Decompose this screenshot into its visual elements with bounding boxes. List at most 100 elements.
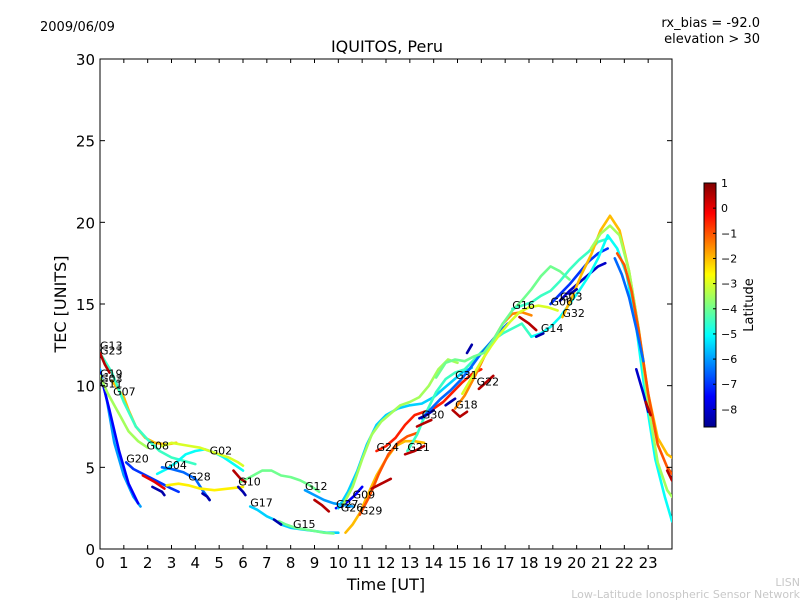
x-axis-label: Time [UT] <box>346 575 425 594</box>
tec-series-46 <box>518 315 538 332</box>
x-tick-label: 9 <box>310 554 320 572</box>
tec-series-17 <box>341 358 459 507</box>
tec-series-28 <box>558 261 607 303</box>
satellite-label-g06: G06 <box>551 296 574 309</box>
satellite-label-g29: G29 <box>360 505 383 518</box>
satellite-label-g28: G28 <box>188 470 211 483</box>
satellite-label-g09: G09 <box>353 488 376 501</box>
satellite-label-g14: G14 <box>541 322 564 335</box>
y-tick-label: 20 <box>76 214 95 232</box>
tec-series-48 <box>201 492 211 502</box>
x-tick-label: 7 <box>262 554 272 572</box>
tec-series-35 <box>644 400 652 417</box>
x-tick-label: 19 <box>543 554 562 572</box>
x-tick-label: 4 <box>191 554 201 572</box>
satellite-label-g10: G10 <box>238 475 261 488</box>
tec-series-38 <box>141 474 166 490</box>
tec-series-24 <box>460 304 559 396</box>
satellite-label-g13: G13 <box>100 340 123 353</box>
tec-series-33 <box>613 256 645 363</box>
plot-area <box>99 58 673 550</box>
colorbar-tick-label: −6 <box>721 353 737 366</box>
satellite-label-g22: G22 <box>477 376 500 389</box>
satellite-label-g23: G23 <box>100 345 123 358</box>
colorbar-tick-label: −5 <box>721 328 737 341</box>
x-tick-label: 6 <box>238 554 248 572</box>
y-tick-label: 0 <box>85 541 95 559</box>
satellite-label-g03: G03 <box>560 291 583 304</box>
tec-series-3 <box>100 374 149 450</box>
tec-series-6 <box>124 461 180 494</box>
tec-series-41 <box>370 477 393 490</box>
colorbar-tick-label: −1 <box>721 227 737 240</box>
tec-series-8 <box>160 441 245 468</box>
x-tick-label: 8 <box>286 554 296 572</box>
tec-series-25 <box>434 265 571 379</box>
tec-series-11 <box>239 469 321 494</box>
y-tick-label: 30 <box>76 51 95 69</box>
colorbar-tick-label: −2 <box>721 252 737 265</box>
tec-series-45 <box>477 374 495 391</box>
colorbar-ticks: 1 0 −1 −2 −3 −4 −5 −6 −7 −8 <box>713 177 737 416</box>
tec-series-54 <box>534 332 545 339</box>
x-tick-label: 0 <box>95 554 105 572</box>
credit-short: LISN <box>775 576 800 589</box>
tec-series-39 <box>232 469 247 484</box>
tec-series-51 <box>418 408 436 420</box>
tec-series-9 <box>160 465 211 502</box>
x-tick-label: 20 <box>567 554 586 572</box>
satellite-label-g17: G17 <box>250 497 273 510</box>
y-tick-label: 15 <box>76 296 95 314</box>
series-layer <box>100 214 672 535</box>
x-tick-label: 3 <box>167 554 177 572</box>
satellite-label-g02: G02 <box>210 444 233 457</box>
x-tick-label: 12 <box>376 554 395 572</box>
satellite-label-g16: G16 <box>512 299 535 312</box>
satellite-label-g27: G27 <box>336 498 359 511</box>
satellite-label-g07: G07 <box>113 386 136 399</box>
satellite-label-g32: G32 <box>562 307 585 320</box>
tec-series-36 <box>665 469 672 482</box>
x-tick-label: 16 <box>472 554 491 572</box>
satellite-label-g11: G11 <box>100 377 123 390</box>
x-tick-label: 15 <box>448 554 467 572</box>
tec-series-7 <box>155 448 245 476</box>
tec-series-2 <box>100 371 140 505</box>
satellite-label-g19: G19 <box>100 368 123 381</box>
y-axis-ticks: 0 5 10 15 20 25 30 <box>76 51 672 559</box>
x-tick-label: 5 <box>214 554 224 572</box>
satellite-label-g08: G08 <box>147 439 170 452</box>
tec-series-44 <box>451 408 469 419</box>
credit-long: Low-Latitude Ionospheric Sensor Network <box>571 588 800 600</box>
tec-series-52 <box>444 397 457 407</box>
colorbar-tick-label: −8 <box>721 403 737 416</box>
tec-series-42 <box>403 444 426 456</box>
colorbar-tick-label: −3 <box>721 278 737 291</box>
colorbar-tick-label: 0 <box>721 202 728 215</box>
y-tick-label: 25 <box>76 133 95 151</box>
tec-series-10 <box>165 482 245 492</box>
x-axis-ticks: 0 1 2 3 4 5 6 7 8 9 10 11 12 13 14 15 16 17 18 19 20 21 22 23 <box>95 59 658 572</box>
tec-series-53 <box>465 343 474 355</box>
satellite-label-g26: G26 <box>341 501 364 514</box>
rx-bias-label: rx_bias = -92.0 <box>661 16 760 31</box>
satellite-label-g18: G18 <box>455 399 478 412</box>
x-tick-label: 11 <box>353 554 372 572</box>
x-tick-label: 23 <box>639 554 658 572</box>
colorbar <box>703 182 717 428</box>
x-tick-label: 17 <box>496 554 515 572</box>
y-tick-label: 5 <box>85 459 95 477</box>
satellite-label-g31: G31 <box>455 369 478 382</box>
tec-series-19 <box>358 431 419 517</box>
satellite-label-g24: G24 <box>377 441 400 454</box>
x-tick-label: 18 <box>519 554 538 572</box>
tec-series-21 <box>406 322 533 453</box>
tec-series-29 <box>530 234 672 523</box>
x-tick-label: 2 <box>143 554 153 572</box>
tec-series-13 <box>277 519 335 535</box>
tec-series-50 <box>272 518 283 526</box>
x-tick-label: 1 <box>119 554 129 572</box>
colorbar-tick-label: −4 <box>721 303 737 316</box>
